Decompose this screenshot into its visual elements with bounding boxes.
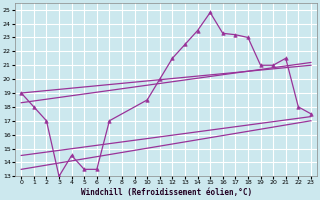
X-axis label: Windchill (Refroidissement éolien,°C): Windchill (Refroidissement éolien,°C) [81,188,252,197]
